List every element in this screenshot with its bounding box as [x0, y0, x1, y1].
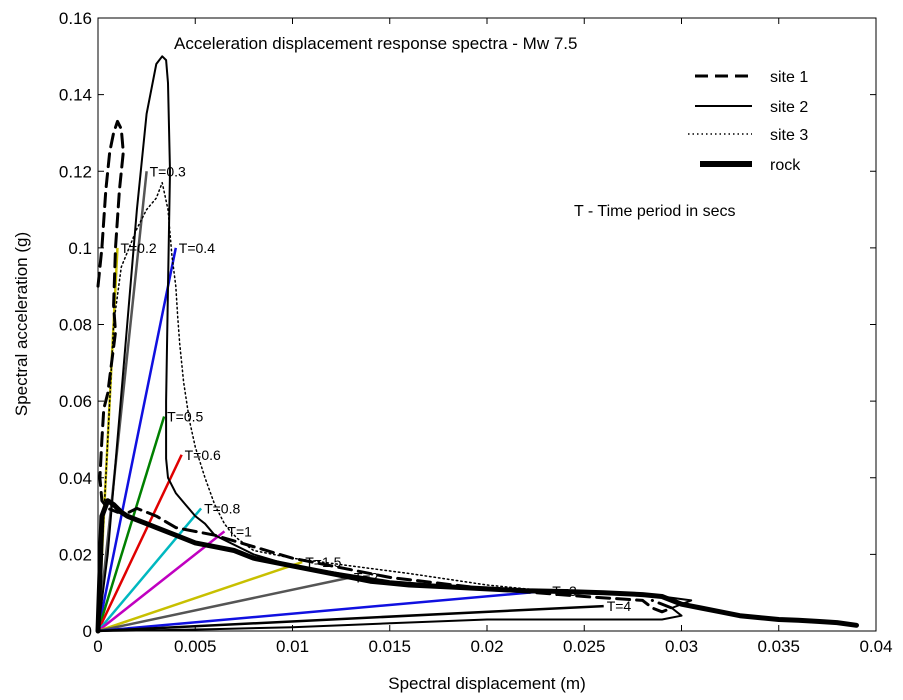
series-line-site-2 [97, 55, 693, 632]
period-line-t-0-6 [96, 454, 183, 632]
period-label-t-0-4: T=0.4 [179, 240, 215, 256]
period-labels: T=0.2 T=0.3 T=0.4 T=0.5 T=0.6 T=0.8 T=1 T=1.5 T=… [120, 163, 631, 614]
period-label-t-0-8: T=0.8 [204, 500, 240, 516]
y-tick-label: 0.04 [59, 469, 92, 488]
period-line-t-1 [97, 530, 226, 632]
x-tick-label: 0 [93, 637, 102, 656]
y-tick-label: 0.12 [59, 162, 92, 181]
period-label-t-0-2: T=0.2 [120, 240, 156, 256]
axis-ticks: 0 0.005 0.01 0.015 0.02 0.025 0.03 0.035 0.04 0 0.… [59, 9, 893, 656]
x-tick-label: 0.035 [757, 637, 800, 656]
period-lines [96, 171, 604, 633]
period-label-t-0-3: T=0.3 [150, 163, 186, 179]
period-label-t-2: T=2 [354, 569, 379, 585]
period-line-t-4 [97, 604, 604, 633]
period-annotation: T - Time period in secs [574, 203, 736, 220]
x-tick-label: 0.005 [174, 637, 217, 656]
series-lines [95, 55, 859, 634]
period-line-t-3 [97, 589, 550, 633]
y-tick-label: 0.1 [68, 239, 92, 258]
series-line-site-3 [97, 181, 566, 632]
legend-label-rock: rock [770, 157, 801, 174]
y-tick-label: 0.08 [59, 316, 92, 335]
y-tick-label: 0 [83, 622, 92, 641]
y-tick-label: 0.16 [59, 9, 92, 28]
x-tick-label: 0.015 [368, 637, 411, 656]
y-axis-label: Spectral acceleration (g) [12, 232, 31, 416]
period-line-t-0-5 [96, 416, 166, 632]
x-axis-label: Spectral displacement (m) [388, 674, 585, 693]
period-line-t-2 [97, 576, 352, 633]
y-tick-label: 0.06 [59, 392, 92, 411]
y-tick-label: 0.14 [59, 86, 92, 105]
x-tick-label: 0.02 [470, 637, 503, 656]
period-label-t-0-5: T=0.5 [167, 408, 203, 424]
x-tick-label: 0.025 [563, 637, 606, 656]
y-tick-label: 0.02 [59, 545, 92, 564]
chart-title: Acceleration displacement response spect… [174, 34, 577, 53]
period-line-t-0-3 [96, 171, 148, 632]
period-label-t-3: T=3 [552, 583, 577, 599]
period-label-t-1: T=1 [227, 523, 252, 539]
x-tick-label: 0.03 [665, 637, 698, 656]
legend-label-site-2: site 2 [770, 99, 808, 116]
period-line-t-1-5 [97, 560, 303, 633]
legend-label-site-1: site 1 [770, 69, 808, 86]
legend-label-site-3: site 3 [770, 127, 808, 144]
legend: site 1 site 2 site 3 rock [688, 69, 808, 174]
x-tick-label: 0.01 [276, 637, 309, 656]
period-label-t-1-5: T=1.5 [305, 554, 341, 570]
series-line-rock [95, 498, 859, 634]
period-label-t-4: T=4 [607, 598, 632, 614]
x-tick-label: 0.04 [859, 637, 892, 656]
period-line-t-0-4 [96, 247, 178, 632]
period-label-t-0-6: T=0.6 [185, 447, 221, 463]
